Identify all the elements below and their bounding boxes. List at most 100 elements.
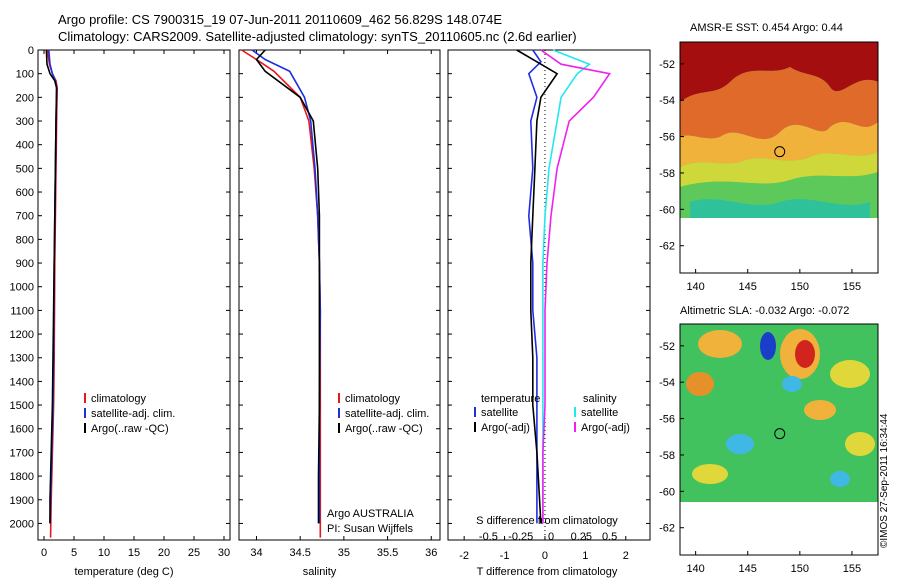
map-border [679,41,879,274]
y-tick-label: 1600 [10,424,34,436]
y-tick-label: 400 [16,140,34,152]
sla-anomaly [804,400,836,420]
map-y-tick-label: -54 [659,377,675,389]
x-tick-label: 36 [425,547,437,559]
map-y-tick-label: -54 [659,95,675,107]
s-axis-label: S difference from climatology [476,515,618,527]
x-tick-label: 25 [188,547,200,559]
map-x-tick-label: 140 [686,281,704,293]
s-tick-label: 0.5 [602,531,617,543]
y-tick-label: 0 [28,45,34,57]
sal-legend-label: satellite-adj. clim. [345,408,429,420]
sla-anomaly [686,372,714,396]
y-tick-label: 1200 [10,329,34,341]
plot-frame [447,49,651,541]
series-line [45,49,58,524]
temp-legend-label: Argo(..raw -QC) [91,423,169,435]
s-tick-label: 0 [548,531,554,543]
plot-frame [238,49,441,541]
map-y-tick-label: -58 [659,450,675,462]
y-tick-label: 2000 [10,518,34,530]
sst-contour [680,152,878,187]
x-tick-label: -2 [459,550,469,562]
y-tick-label: 1000 [10,282,34,294]
sla-anomaly [760,332,776,360]
sal-legend-label: Argo(..raw -QC) [345,423,423,435]
map-x-tick-label: 140 [686,563,704,575]
s-tick-label: -0.5 [479,531,498,543]
sla-anomaly [830,360,870,388]
sst-field [680,42,878,218]
x-tick-label: 34.5 [289,547,310,559]
sst-contour [680,67,878,140]
x-tick-label: 20 [158,547,170,559]
diff-legend-t-label: Argo(-adj) [481,422,530,434]
x-tick-label: 34 [250,547,262,559]
x-tick-label: 30 [218,547,230,559]
map-y-tick-label: -60 [659,486,675,498]
temp-legend-label: satellite-adj. clim. [91,408,175,420]
diff-legend-label: temperature [481,393,540,405]
map-x-tick-label: 145 [739,563,757,575]
x-tick-label: 5 [71,547,77,559]
map-x-tick-label: 155 [843,563,861,575]
diff-legend-t-label: satellite [481,407,518,419]
y-tick-label: 1700 [10,447,34,459]
x-tick-label: 35 [338,547,350,559]
diff-legend-s-label: Argo(-adj) [581,422,630,434]
y-tick-label: 500 [16,163,34,175]
map-y-tick-label: -56 [659,132,675,144]
map-x-tick-label: 150 [791,563,809,575]
y-tick-label: 800 [16,234,34,246]
imos-credit: ©IMOS 27-Sep-2011 16:34:44 [879,413,890,549]
x-tick-label: 2 [623,550,629,562]
map-x-tick-label: 150 [791,281,809,293]
sla-field [680,324,878,502]
y-tick-label: 700 [16,211,34,223]
x-tick-label: 0 [41,547,47,559]
map-y-tick-label: -52 [659,59,675,71]
y-tick-label: 1100 [10,305,34,317]
x-axis-label: salinity [303,566,337,578]
argo-location-marker [774,146,786,158]
sla-anomaly [692,464,728,484]
y-tick-label: 1500 [10,400,34,412]
map-y-tick-label: -62 [659,523,675,535]
map-y-tick-label: -56 [659,414,675,426]
map-x-tick-label: 145 [739,281,757,293]
y-tick-label: 900 [16,258,34,270]
sla-anomaly [726,434,754,454]
y-tick-label: 300 [16,116,34,128]
y-tick-label: 1800 [10,471,34,483]
series-line [255,49,321,524]
x-axis-label: temperature (deg C) [74,566,173,578]
x-tick-label: 10 [98,547,110,559]
series-line [542,49,591,524]
y-tick-label: 1300 [10,353,34,365]
sla-anomaly [782,376,802,392]
sla-map-title: Altimetric SLA: -0.032 Argo: -0.072 [680,305,850,317]
sal-legend-label: climatology [345,393,401,405]
diff-legend-s-label: satellite [581,407,618,419]
map-y-tick-label: -62 [659,241,675,253]
y-tick-label: 1400 [10,376,34,388]
sla-anomaly [830,471,850,487]
series-line [527,49,542,524]
x-tick-label: 1 [582,550,588,562]
argo-annotation: PI: Susan Wijffels [327,523,413,535]
map-border [679,323,879,556]
y-tick-label: 600 [16,187,34,199]
temp-legend-label: climatology [91,393,147,405]
x-axis-label: T difference from climatology [477,566,618,578]
sla-anomaly [845,432,875,456]
sla-anomaly [795,340,815,368]
s-tick-label: -0.25 [508,531,533,543]
sst-contour [680,122,878,167]
map-y-tick-label: -58 [659,168,675,180]
sst-map-title: AMSR-E SST: 0.454 Argo: 0.44 [690,22,843,34]
figure-title-line2: Climatology: CARS2009. Satellite-adjuste… [58,29,577,44]
argo-location-marker [774,428,786,440]
map-x-tick-label: 155 [843,281,861,293]
x-tick-label: -1 [500,550,510,562]
